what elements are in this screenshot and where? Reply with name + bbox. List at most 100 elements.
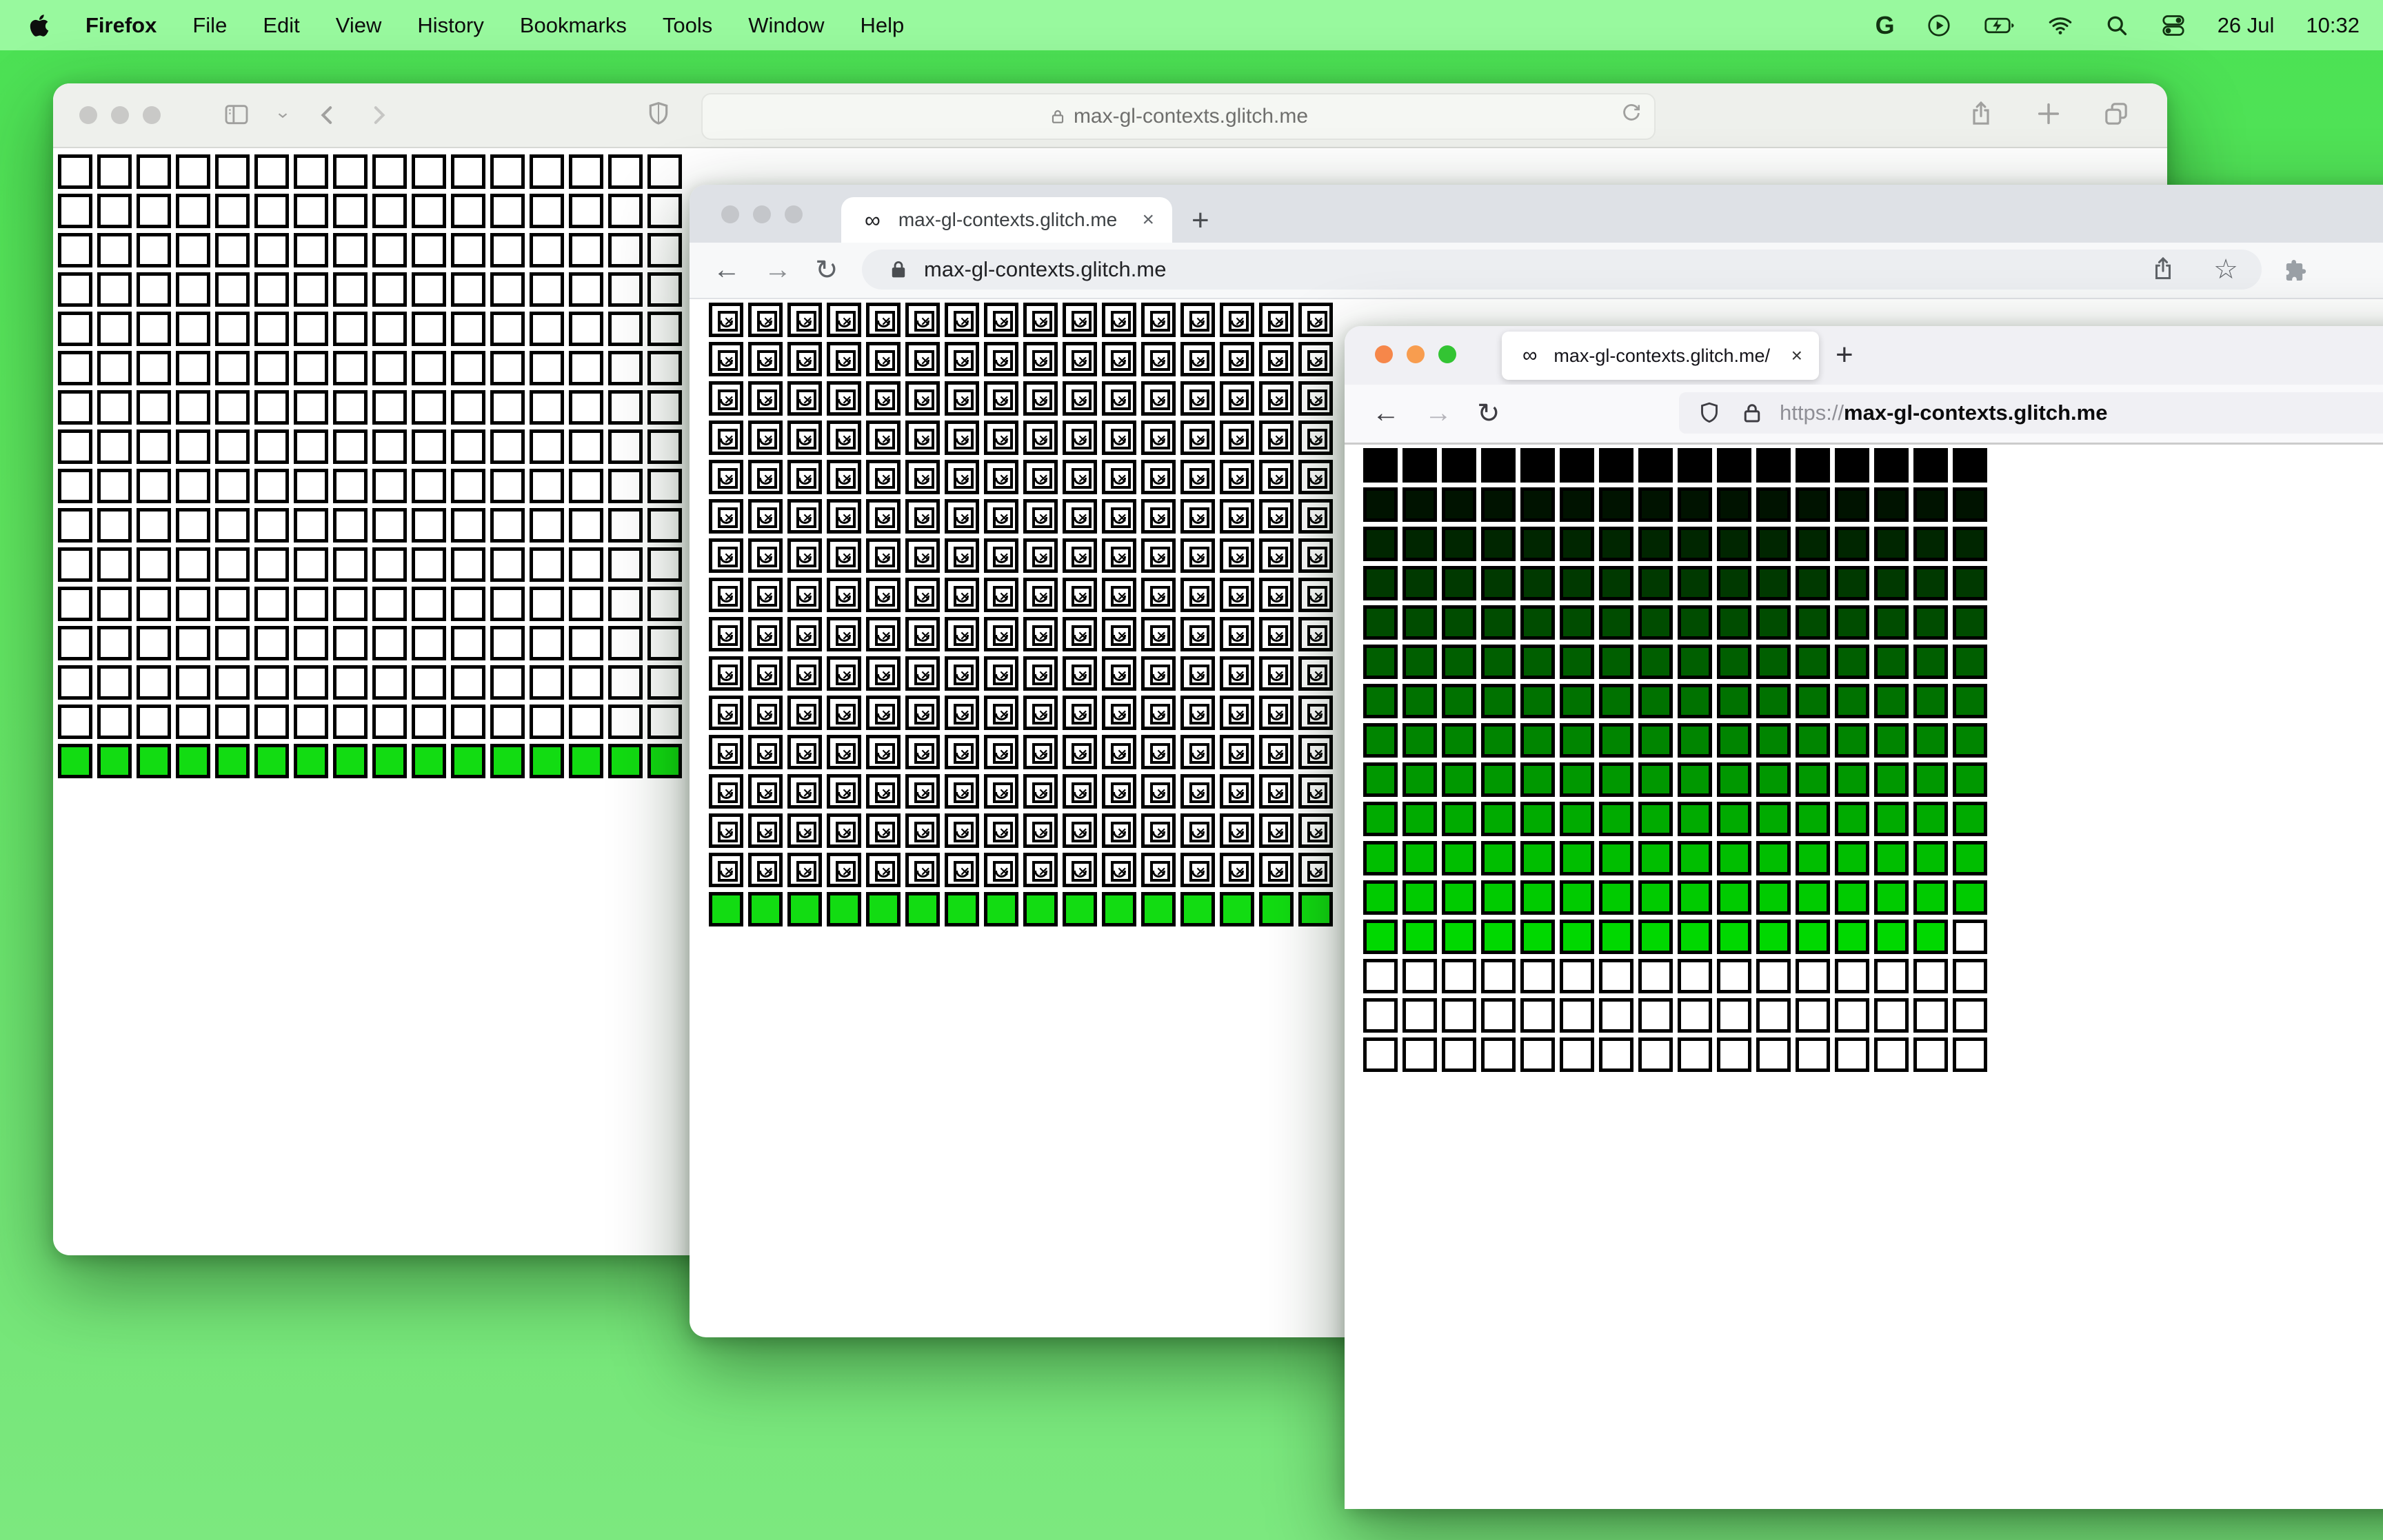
broken-image-icon: × xyxy=(836,860,856,882)
lock-icon[interactable] xyxy=(1740,401,1764,425)
zoom-window-button[interactable] xyxy=(1438,345,1456,363)
close-window-button[interactable] xyxy=(721,205,739,223)
menu-help[interactable]: Help xyxy=(860,12,905,37)
apple-menu-icon[interactable] xyxy=(29,13,50,38)
minimize-window-button[interactable] xyxy=(753,205,771,223)
grid-cell xyxy=(647,744,682,778)
control-center-icon[interactable] xyxy=(2161,13,2186,38)
grid-cell xyxy=(1481,487,1516,522)
privacy-shield-icon[interactable] xyxy=(645,100,672,128)
grid-cell xyxy=(97,429,132,464)
grid-cell: × xyxy=(1102,303,1136,337)
broken-image-icon: × xyxy=(993,782,1013,803)
battery-charging-icon[interactable] xyxy=(1983,13,2016,38)
menu-view[interactable]: View xyxy=(335,12,382,37)
grid-cell: × xyxy=(905,853,940,887)
chrome-omnibox[interactable]: max-gl-contexts.glitch.me ☆ xyxy=(862,250,2262,290)
broken-image-icon: × xyxy=(875,782,895,803)
firefox-new-tab-button[interactable]: + xyxy=(1836,338,1853,372)
safari-traffic-lights[interactable] xyxy=(53,106,161,124)
tracking-shield-icon[interactable] xyxy=(1697,401,1722,425)
grid-cell xyxy=(176,272,210,307)
menu-window[interactable]: Window xyxy=(748,12,825,37)
menu-app-name[interactable]: Firefox xyxy=(86,12,157,37)
tab-overview-icon[interactable] xyxy=(2102,100,2130,128)
back-icon[interactable]: ← xyxy=(1372,398,1400,428)
menu-bookmarks[interactable]: Bookmarks xyxy=(519,12,627,37)
share-icon[interactable] xyxy=(2150,256,2176,282)
grid-cell xyxy=(647,154,682,189)
menu-history[interactable]: History xyxy=(417,12,484,37)
menu-date[interactable]: 26 Jul xyxy=(2217,12,2275,37)
chrome-tab-strip: ∞ max-gl-contexts.glitch.me × + xyxy=(690,185,2383,243)
grid-cell xyxy=(647,194,682,228)
broken-image-icon: × xyxy=(836,742,856,764)
broken-image-icon: × xyxy=(993,664,1013,685)
lock-icon xyxy=(887,258,910,281)
grid-cell xyxy=(333,429,368,464)
grid-cell xyxy=(490,547,525,582)
grid-cell xyxy=(372,233,407,267)
menu-file[interactable]: File xyxy=(192,12,228,37)
broken-image-icon: × xyxy=(1072,546,1092,567)
forward-icon[interactable]: → xyxy=(764,254,792,285)
reload-icon[interactable] xyxy=(1620,101,1643,125)
tab-close-icon[interactable]: × xyxy=(1791,345,1802,366)
grid-cell xyxy=(1953,527,1987,561)
grid-cell: × xyxy=(905,538,940,573)
tab-close-icon[interactable]: × xyxy=(1142,208,1154,231)
chevron-down-icon[interactable] xyxy=(275,101,290,129)
grid-cell xyxy=(1717,762,1751,797)
grid-cell: × xyxy=(1023,696,1058,730)
chrome-active-tab[interactable]: ∞ max-gl-contexts.glitch.me × xyxy=(841,197,1172,243)
new-tab-plus-icon[interactable] xyxy=(2035,100,2062,128)
reload-icon[interactable]: ↻ xyxy=(815,255,838,285)
zoom-window-button[interactable] xyxy=(143,106,161,124)
extensions-puzzle-icon[interactable] xyxy=(2282,256,2310,284)
grid-cell: × xyxy=(1259,696,1294,730)
grid-cell xyxy=(451,626,485,660)
minimize-window-button[interactable] xyxy=(111,106,129,124)
grid-cell: × xyxy=(748,342,783,376)
forward-icon[interactable]: → xyxy=(1425,398,1452,428)
menu-time[interactable]: 10:32 xyxy=(2306,12,2360,37)
firefox-active-tab[interactable]: ∞ max-gl-contexts.glitch.me/ × xyxy=(1502,332,1819,380)
sidebar-icon[interactable] xyxy=(221,101,252,129)
broken-image-icon: × xyxy=(1189,860,1209,882)
back-icon[interactable] xyxy=(314,101,341,129)
play-circle-icon[interactable] xyxy=(1927,13,1951,38)
minimize-window-button[interactable] xyxy=(1407,345,1425,363)
broken-image-icon: × xyxy=(718,349,738,371)
firefox-tab-title: max-gl-contexts.glitch.me/ xyxy=(1554,345,1770,366)
menu-tools[interactable]: Tools xyxy=(662,12,713,37)
back-icon[interactable]: ← xyxy=(713,254,741,285)
google-status-icon[interactable]: G xyxy=(1875,10,1895,39)
grid-cell xyxy=(1835,959,1869,993)
broken-image-icon: × xyxy=(757,349,777,371)
broken-image-icon: × xyxy=(1111,349,1131,371)
forward-icon[interactable] xyxy=(365,101,392,129)
share-icon[interactable] xyxy=(1967,100,1995,128)
grid-cell: × xyxy=(1102,578,1136,612)
wifi-icon[interactable] xyxy=(2048,13,2073,38)
firefox-url-bar[interactable]: https:// max-gl-contexts.glitch.me xyxy=(1679,392,2383,434)
grid-cell xyxy=(1678,880,1712,915)
grid-cell xyxy=(1481,684,1516,718)
grid-cell xyxy=(137,154,171,189)
grid-cell xyxy=(1717,880,1751,915)
close-window-button[interactable] xyxy=(79,106,97,124)
broken-image-icon: × xyxy=(914,860,934,882)
bookmark-star-icon[interactable]: ☆ xyxy=(2213,254,2238,285)
spotlight-search-icon[interactable] xyxy=(2104,13,2129,38)
zoom-window-button[interactable] xyxy=(785,205,803,223)
chrome-traffic-lights[interactable] xyxy=(721,205,803,223)
grid-cell: × xyxy=(1102,774,1136,809)
chrome-new-tab-button[interactable]: + xyxy=(1192,203,1209,237)
close-window-button[interactable] xyxy=(1375,345,1393,363)
firefox-traffic-lights[interactable] xyxy=(1375,345,1456,363)
menu-edit[interactable]: Edit xyxy=(263,12,300,37)
safari-url-field[interactable]: max-gl-contexts.glitch.me xyxy=(701,93,1656,140)
reload-icon[interactable]: ↻ xyxy=(1477,398,1500,429)
broken-image-icon: × xyxy=(875,310,895,332)
grid-cell xyxy=(1913,841,1948,875)
